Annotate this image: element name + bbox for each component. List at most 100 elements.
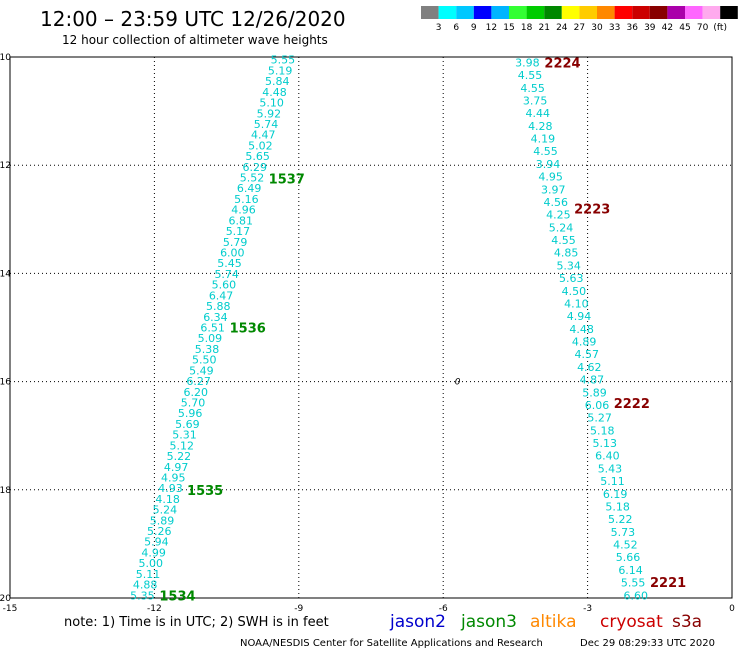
- legend-swatch: [509, 6, 527, 19]
- legend-swatch: [667, 6, 685, 19]
- x-tick-label: -15: [3, 604, 18, 614]
- chart-title: 12:00 – 23:59 UTC 12/26/2020: [40, 7, 346, 31]
- legend-tick-label: 30: [591, 23, 603, 33]
- satellite-legend: jason2 jason3 altika cryosat s3a: [389, 612, 702, 632]
- wave-height-value: 5.19: [268, 64, 293, 77]
- pass-number-label: 1537: [269, 173, 305, 188]
- wave-height-value: 6.19: [603, 488, 628, 501]
- legend-swatch: [685, 6, 703, 19]
- wave-height-value: 5.66: [616, 551, 641, 564]
- wave-height-value: 6.14: [618, 564, 643, 577]
- footer-timestamp: Dec 29 08:29:33 UTC 2020: [580, 638, 715, 649]
- wave-height-value: 4.99: [141, 546, 166, 559]
- y-tick-label: -16: [0, 378, 11, 388]
- wave-height-value: 5.43: [598, 462, 623, 475]
- y-tick-label: -12: [0, 161, 11, 171]
- y-tick-label: -18: [0, 486, 11, 496]
- legend-tick-label: 3: [436, 23, 442, 33]
- legend-swatch: [579, 6, 597, 19]
- wave-height-value: 5.55: [271, 54, 296, 67]
- wave-height-value: 5.69: [175, 418, 200, 431]
- wave-height-value: 5.24: [549, 221, 574, 234]
- wave-height-value: 4.48: [569, 323, 594, 336]
- wave-height-value: 4.96: [231, 204, 256, 217]
- legend-tick-label: 24: [556, 23, 568, 33]
- wave-height-value: 5.02: [248, 139, 273, 152]
- footer-credit: NOAA/NESDIS Center for Satellite Applica…: [240, 638, 543, 649]
- wave-height-value: 4.97: [164, 461, 189, 474]
- wave-height-value: 5.26: [147, 525, 172, 538]
- satellite-legend-cryosat: cryosat: [600, 612, 663, 632]
- legend-tick-label: 42: [662, 23, 673, 33]
- wave-height-value: 4.55: [518, 69, 543, 82]
- pass-number-label: 1535: [187, 484, 223, 499]
- legend-tick-label: (ft): [713, 23, 727, 33]
- wave-height-value: 4.25: [546, 209, 571, 222]
- wave-height-value: 5.50: [192, 354, 217, 367]
- wave-height-value: 4.48: [262, 86, 287, 99]
- legend-swatch: [438, 6, 457, 19]
- wave-height-value: 3.97: [541, 183, 566, 196]
- plot-area: -15-12-9-6-30-10-12-14-16-18-205.555.195…: [0, 53, 735, 614]
- legend-swatch: [720, 6, 738, 19]
- wave-height-value: 5.22: [167, 450, 192, 463]
- legend-tick-label: 21: [538, 23, 549, 33]
- plot-annotation: 0: [455, 378, 461, 388]
- legend-swatch: [649, 6, 668, 19]
- x-tick-label: 0: [729, 604, 735, 614]
- wave-height-value: 5.31: [172, 429, 197, 442]
- wave-height-value: 4.19: [531, 133, 556, 146]
- x-tick-label: -6: [439, 604, 448, 614]
- wave-height-value: 6.29: [243, 161, 268, 174]
- wave-height-value: 4.10: [564, 297, 589, 310]
- wave-height-value: 5.89: [582, 386, 607, 399]
- wave-height-value: 6.51: [200, 322, 225, 335]
- wave-height-value: 4.95: [161, 471, 186, 484]
- pass-number-label: 2224: [544, 56, 580, 71]
- wave-height-value: 5.94: [144, 536, 169, 549]
- y-tick-label: -14: [0, 269, 11, 279]
- footer-note: note: 1) Time is in UTC; 2) SWH is in fe…: [64, 615, 329, 630]
- color-scale-legend: 3 6 9 12 15 18 21 24 27 30 33 36 39 42 45 70 (ft): [421, 6, 738, 33]
- y-tick-label: -20: [0, 594, 11, 604]
- wave-height-value: 5.63: [559, 272, 584, 285]
- wave-height-value: 5.11: [136, 568, 161, 581]
- wave-height-value: 5.45: [217, 257, 242, 270]
- wave-height-value: 5.09: [198, 332, 223, 345]
- pass-number-label: 1536: [230, 322, 266, 337]
- wave-height-value: 4.18: [155, 493, 180, 506]
- satellite-legend-altika: altika: [530, 612, 577, 632]
- wave-height-value: 5.13: [593, 437, 618, 450]
- wave-height-value: 5.24: [153, 504, 178, 517]
- legend-tick-label: 12: [486, 23, 497, 33]
- legend-tick-label: 27: [574, 23, 585, 33]
- wave-height-value: 6.81: [229, 214, 254, 227]
- legend-tick-label: 39: [644, 23, 656, 33]
- wave-height-value: 5.17: [226, 225, 251, 238]
- satellite-legend-s3a: s3a: [672, 612, 702, 632]
- wave-height-value: 5.84: [265, 75, 290, 88]
- wave-height-value: 5.27: [587, 412, 612, 425]
- wave-height-value: 5.49: [189, 364, 214, 377]
- legend-tick-label: 15: [503, 23, 514, 33]
- pass-number-label: 2221: [650, 576, 686, 591]
- wave-height-value: 4.88: [133, 579, 158, 592]
- wave-height-value: 4.57: [574, 348, 599, 361]
- legend-swatch: [526, 6, 545, 19]
- wave-height-value: 5.79: [223, 236, 248, 249]
- legend-swatch: [561, 6, 580, 19]
- legend-swatch: [421, 6, 439, 19]
- wave-height-value: 4.62: [577, 361, 602, 374]
- y-tick-label: -10: [0, 53, 11, 63]
- wave-height-value: 5.52: [240, 172, 265, 185]
- wave-height-value: 5.18: [590, 424, 615, 437]
- wave-height-value: 4.28: [528, 120, 553, 133]
- x-tick-label: -9: [294, 604, 303, 614]
- wave-height-value: 6.40: [595, 450, 620, 463]
- wave-height-value: 4.56: [544, 196, 569, 209]
- wave-height-value: 5.10: [259, 97, 284, 110]
- wave-height-value: 4.85: [554, 247, 579, 260]
- wave-height-value: 4.47: [251, 129, 276, 142]
- wave-height-value: 5.74: [214, 268, 239, 281]
